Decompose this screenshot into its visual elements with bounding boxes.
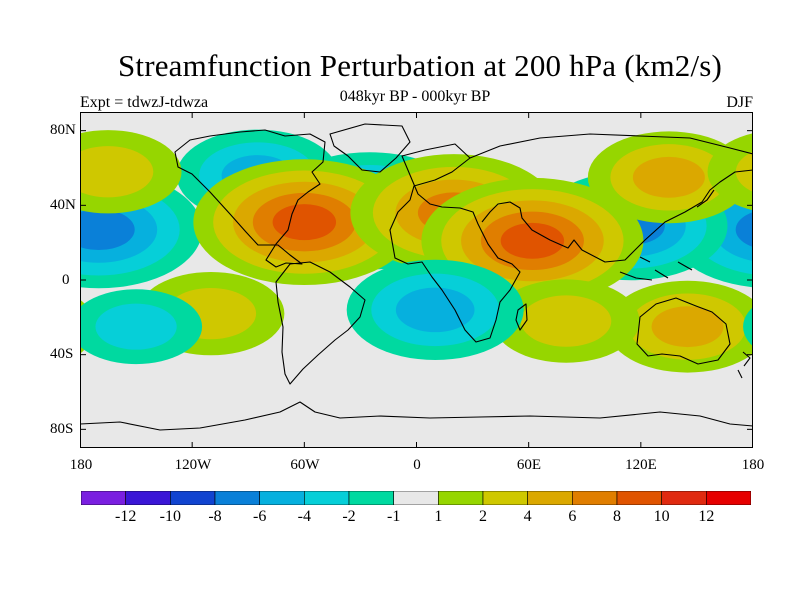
colorbar-label: 4 [523, 508, 532, 525]
field-feature [492, 279, 640, 363]
maritime-continent [619, 256, 693, 281]
colorbar-label: -8 [208, 508, 222, 525]
contour-field [80, 129, 753, 373]
field-feature [193, 159, 416, 286]
south-america-coast [275, 261, 366, 385]
lat-label-40n: 40N [50, 197, 76, 213]
new-zealand-coast [737, 351, 751, 379]
field-contour [500, 222, 565, 259]
colorbar-label: -4 [297, 508, 311, 525]
madagascar-coast [515, 303, 528, 331]
field-feature [346, 259, 524, 361]
lon-label-120e: 120E [625, 457, 657, 473]
field-contour [80, 146, 154, 198]
colorbar-label: 12 [698, 508, 715, 525]
lat-label-80n: 80N [50, 122, 76, 138]
colorbar-swatch [438, 491, 484, 505]
colorbar-label: 10 [653, 508, 670, 525]
field-contour [272, 204, 337, 241]
colorbar-swatch [393, 491, 439, 505]
field-contour [735, 151, 753, 192]
field-contour [80, 209, 135, 250]
lon-label-60e: 60E [516, 457, 542, 473]
colorbar [81, 491, 751, 505]
north-america-coast [174, 129, 326, 268]
colorbar-label: -10 [159, 508, 181, 525]
colorbar-swatch [482, 491, 528, 505]
lon-label-180e: 180 [741, 457, 765, 473]
colorbar-label: 6 [568, 508, 577, 525]
colorbar-swatch [170, 491, 216, 505]
field-contour [520, 295, 612, 347]
europe-africa-coast [389, 143, 521, 343]
colorbar-swatch [661, 491, 707, 505]
colorbar-label: -12 [114, 508, 137, 525]
colorbar-swatch [706, 491, 751, 505]
colorbar-label: 8 [613, 508, 621, 525]
colorbar-swatch [572, 491, 618, 505]
lon-label-120w: 120W [174, 457, 212, 473]
lon-label-60w: 60W [290, 457, 320, 473]
lon-label-0: 0 [413, 457, 421, 473]
season-label: DJF [726, 94, 753, 111]
colorbar-label: -2 [342, 508, 356, 525]
map-title: Streamfunction Perturbation at 200 hPa (… [117, 48, 723, 83]
field-contour [707, 133, 753, 211]
japan-coast [696, 189, 715, 208]
asia-coast [469, 133, 753, 263]
colorbar-swatch [348, 491, 394, 505]
field-contour [651, 306, 724, 348]
colorbar-label: -1 [386, 508, 401, 525]
colorbar-swatch [125, 491, 171, 505]
colorbar-swatch [81, 491, 126, 505]
colorbar-swatch [304, 491, 350, 505]
streamfunction-map [80, 112, 753, 448]
field-feature [80, 130, 753, 214]
field-contour [735, 212, 753, 248]
field-contour [743, 306, 753, 347]
lat-label-80s: 80S [50, 421, 74, 437]
field-contour [632, 156, 705, 198]
period-subtitle: 048kyr BP - 000kyr BP [339, 88, 491, 105]
antarctica-coast [80, 401, 753, 431]
experiment-label: Expt = tdwzJ-tdwza [80, 94, 209, 111]
colorbar-swatch [214, 491, 260, 505]
field-contour [95, 303, 177, 350]
field-feature [80, 289, 753, 365]
colorbar-swatch [527, 491, 573, 505]
colorbar-label: -6 [252, 508, 267, 525]
colorbar-swatch [259, 491, 305, 505]
colorbar-label: 2 [479, 508, 487, 525]
coastlines [80, 123, 753, 431]
australia-coast [636, 297, 731, 365]
lat-label-eq: 0 [62, 272, 70, 288]
colorbar-swatch [616, 491, 662, 505]
axis-ticks [80, 112, 753, 448]
greenland-coast [329, 123, 411, 173]
lat-label-40s: 40S [50, 346, 74, 362]
colorbar-label: 1 [434, 508, 443, 525]
lon-label-180w: 180 [69, 457, 93, 473]
field-contour [395, 287, 475, 333]
field-feature [587, 131, 750, 224]
